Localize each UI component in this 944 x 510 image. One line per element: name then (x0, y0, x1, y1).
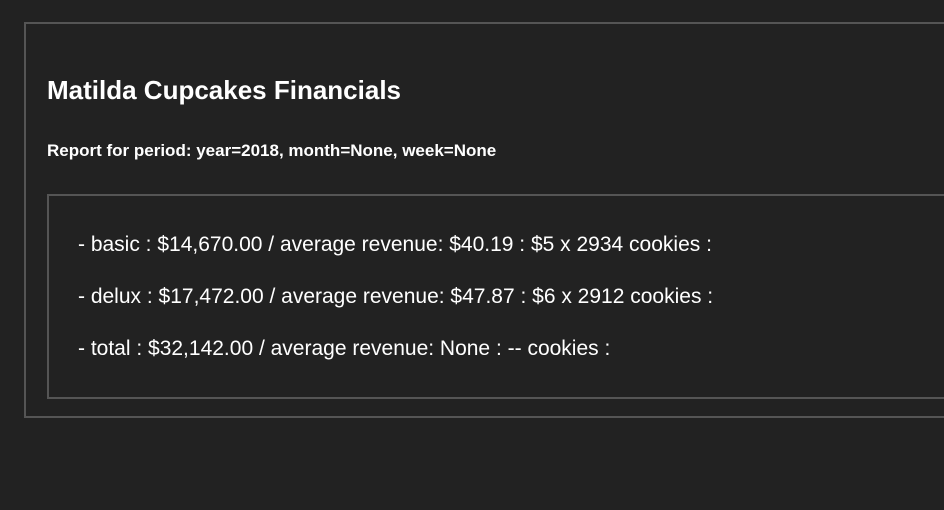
report-panel: Matilda Cupcakes Financials Report for p… (24, 22, 944, 418)
report-line-basic: - basic : $14,670.00 / average revenue: … (78, 233, 712, 256)
report-line-delux: - delux : $17,472.00 / average revenue: … (78, 285, 714, 308)
page-title: Matilda Cupcakes Financials (47, 75, 402, 105)
report-line-total: - total : $32,142.00 / average revenue: … (78, 337, 611, 360)
report-details-box: - basic : $14,670.00 / average revenue: … (47, 194, 944, 399)
report-period: Report for period: year=2018, month=None… (47, 141, 497, 160)
